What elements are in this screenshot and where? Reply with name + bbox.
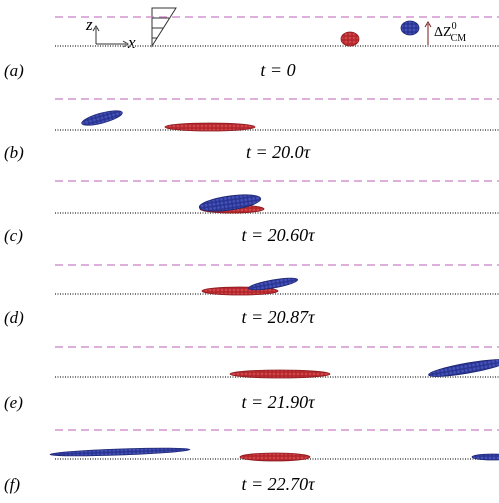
time-label: t = 22.70τ [241,474,315,494]
offset-sup: 0 [452,21,457,32]
x-label: x [127,33,136,52]
offset-main: ΔZ [434,25,452,40]
panel-label: (c) [4,226,23,245]
blue-cell [472,454,499,460]
time-label: t = 20.60τ [241,225,315,245]
blue-cell [80,108,123,129]
red-cell [165,123,255,131]
time-label: t = 20.87τ [241,307,315,327]
panel-label: (d) [4,308,24,327]
panels: (a) t = 0 (b) t = 20.0τ (c) t = 20.60τ (d) t = … [4,17,499,494]
panel-label: (a) [4,61,24,80]
offset-arrow [425,22,431,46]
panel-label: (f) [4,475,20,494]
z-label: z [85,15,93,34]
panel-label: (e) [4,393,23,412]
panel-label: (b) [4,143,24,162]
blue-cell [401,21,419,35]
red-cell [341,32,359,46]
red-cell [240,453,310,461]
red-cell [230,370,330,378]
offset-sub: CM [451,33,467,44]
figure: z x ΔZ0CM (a) t = 0 (b) t = 20.0τ (c) t = 20.… [0,0,499,503]
time-label: t = 21.90τ [241,392,315,412]
blue-cell [50,447,190,458]
time-label: t = 0 [260,60,295,80]
time-label: t = 20.0τ [246,142,311,162]
